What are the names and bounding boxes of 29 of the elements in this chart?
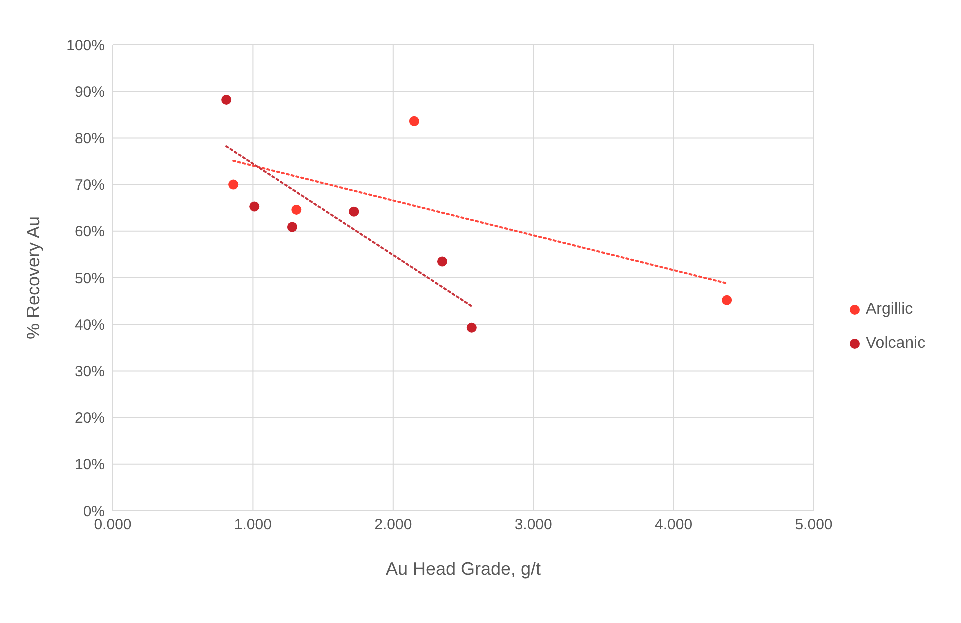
y-tick-label: 20% — [74, 410, 105, 428]
legend-label: Volcanic — [866, 335, 926, 353]
legend-label: Argillic — [866, 301, 914, 319]
y-tick-label: 70% — [74, 177, 105, 194]
point — [292, 204, 302, 215]
x-axis-title: Au Head Grade, g/t — [386, 559, 542, 579]
point — [222, 94, 232, 105]
y-tick-label: 30% — [74, 364, 105, 381]
x-tick-label: 4.000 — [655, 516, 693, 534]
y-tick-label: 60% — [74, 224, 105, 241]
y-axis-title: % Recovery Au — [23, 216, 44, 340]
y-tick-label: 40% — [74, 316, 105, 334]
x-tick-label: 2.000 — [374, 516, 412, 534]
point — [466, 322, 477, 333]
x-tick-label: 5.000 — [795, 516, 833, 534]
y-tick-label: 80% — [74, 130, 105, 148]
y-tick-label: 100% — [66, 37, 105, 54]
point — [409, 116, 420, 126]
x-tick-label: 1.000 — [234, 516, 272, 534]
point — [437, 256, 448, 267]
point — [228, 180, 239, 190]
point — [250, 202, 260, 212]
y-tick-label: 10% — [74, 456, 105, 474]
point — [287, 222, 298, 232]
point — [722, 295, 732, 306]
y-tick-label: 50% — [74, 270, 105, 288]
x-tick-label: 3.000 — [514, 516, 552, 534]
y-tick-label: 90% — [74, 84, 105, 101]
point — [349, 206, 360, 217]
